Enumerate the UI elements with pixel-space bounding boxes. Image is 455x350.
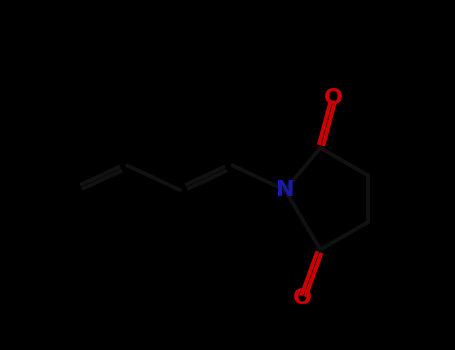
Text: O: O [293, 288, 312, 308]
Text: N: N [276, 180, 294, 200]
Text: O: O [324, 88, 344, 108]
